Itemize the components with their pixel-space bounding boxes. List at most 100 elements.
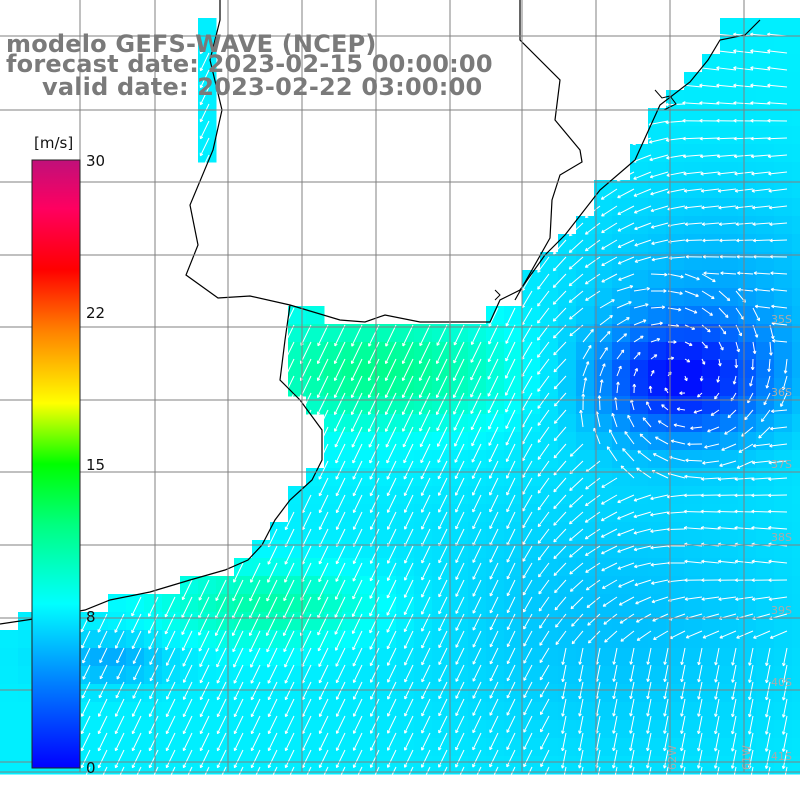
wind-cell	[630, 162, 649, 181]
wind-cell	[324, 468, 343, 487]
wind-arrow-head	[599, 379, 603, 383]
wind-arrow	[99, 647, 108, 663]
wind-cell	[792, 594, 800, 613]
wind-arrow-head	[335, 579, 339, 582]
wind-arrow	[284, 664, 295, 684]
wind-arrow	[368, 324, 380, 347]
wind-arrow	[635, 596, 652, 605]
wind-arrow	[472, 511, 482, 530]
wind-cell	[324, 450, 343, 469]
wind-arrow-head	[335, 648, 339, 651]
wind-cell	[648, 648, 667, 667]
wind-arrow	[736, 460, 754, 469]
wind-cell	[522, 630, 541, 649]
wind-arrow	[750, 50, 771, 54]
wind-cell	[684, 324, 703, 343]
wind-arrow-head	[150, 678, 154, 682]
wind-arrow-head	[81, 629, 85, 633]
wind-arrow	[115, 630, 125, 649]
wind-cell	[540, 450, 559, 469]
wind-cell	[378, 324, 397, 343]
wind-arrow-head	[132, 696, 136, 699]
wind-arrow-head	[596, 678, 599, 682]
wind-arrow	[487, 375, 499, 397]
wind-arrow-head	[387, 510, 391, 513]
wind-arrow	[472, 596, 482, 614]
wind-arrow	[616, 333, 627, 343]
wind-arrow-head	[198, 598, 202, 601]
wind-arrow-head	[334, 412, 338, 416]
wind-cell	[0, 684, 19, 703]
wind-cell	[252, 630, 271, 649]
wind-arrow	[717, 171, 737, 175]
wind-cell	[270, 522, 289, 541]
wind-arrow-head	[302, 697, 306, 701]
wind-arrow-head	[748, 783, 752, 787]
wind-arrow	[634, 256, 652, 263]
wind-arrow-head	[319, 782, 323, 786]
wind-arrow	[199, 664, 210, 684]
wind-arrow	[767, 67, 788, 71]
wind-arrow-head	[489, 713, 493, 716]
wind-arrow-head	[731, 765, 735, 769]
wind-arrow	[470, 341, 482, 363]
wind-arrow	[472, 528, 482, 546]
wind-arrow-head	[370, 561, 374, 564]
wind-arrow	[404, 511, 414, 530]
wind-arrow	[537, 273, 550, 290]
wind-arrow	[318, 647, 329, 667]
wind-arrow-head	[249, 633, 253, 637]
wind-arrow	[402, 392, 414, 415]
wind-arrow	[651, 239, 669, 245]
wind-arrow-head	[523, 695, 527, 699]
wind-arrow	[523, 766, 533, 785]
wind-arrow-head	[612, 782, 616, 786]
wind-arrow	[80, 732, 91, 751]
wind-arrow-head	[318, 597, 322, 601]
wind-arrow	[438, 545, 448, 564]
wind-arrow	[721, 443, 737, 451]
wind-cell	[360, 504, 379, 523]
wind-arrow	[385, 375, 397, 398]
wind-cell	[198, 612, 217, 631]
wind-arrow	[680, 732, 686, 752]
wind-cell	[738, 216, 757, 235]
wind-arrow-head	[632, 383, 635, 387]
wind-arrow-head	[664, 713, 667, 717]
wind-arrow	[166, 681, 176, 700]
wind-cell	[216, 576, 235, 595]
wind-arrow	[537, 290, 550, 307]
wind-cell	[792, 468, 800, 487]
wind-arrow-head	[353, 680, 357, 683]
wind-arrow-head	[505, 426, 509, 429]
wind-arrow	[489, 613, 499, 631]
wind-arrow	[552, 290, 567, 305]
wind-cell	[756, 378, 775, 397]
wind-cell	[522, 594, 541, 613]
wind-arrow-head	[438, 628, 442, 632]
wind-cell	[432, 666, 451, 685]
wind-arrow	[699, 50, 720, 54]
wind-arrow	[472, 715, 482, 733]
wind-arrow	[352, 477, 363, 497]
wind-arrow-head	[455, 594, 459, 597]
wind-arrow-head	[521, 425, 525, 428]
wind-arrow	[421, 562, 431, 581]
wind-arrow	[284, 545, 295, 565]
wind-cell	[648, 702, 667, 721]
wind-cell	[702, 576, 721, 595]
wind-arrow	[617, 528, 635, 536]
wind-arrow-head	[403, 460, 407, 464]
wind-arrow-head	[419, 378, 423, 382]
wind-arrow	[182, 630, 193, 651]
wind-arrow	[753, 239, 771, 242]
wind-cell	[756, 666, 775, 685]
wind-arrow	[700, 154, 720, 158]
wind-arrow-head	[404, 629, 408, 633]
wind-arrow	[472, 732, 482, 751]
wind-arrow	[353, 681, 363, 700]
wind-arrow	[673, 424, 686, 428]
wind-arrow-head	[334, 361, 338, 365]
wind-cell	[432, 648, 451, 667]
